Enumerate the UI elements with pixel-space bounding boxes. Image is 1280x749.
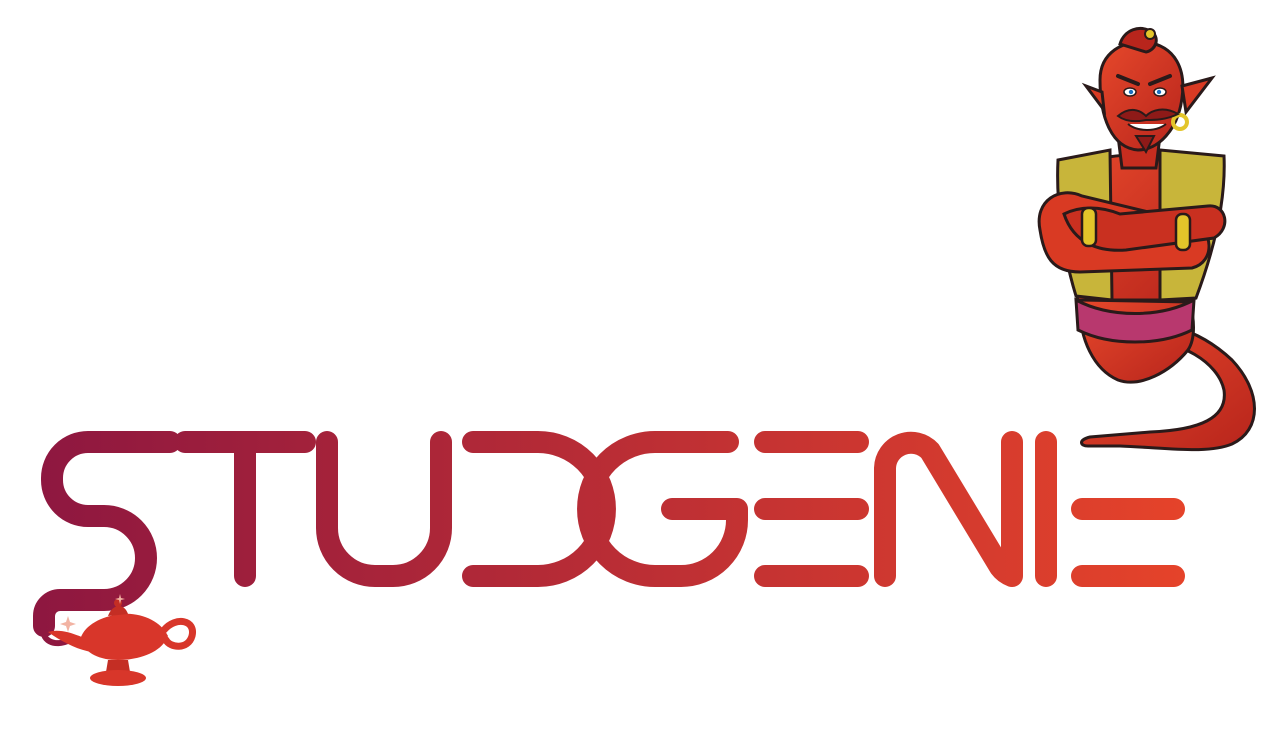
- letter-e2: [1071, 498, 1185, 587]
- letter-d: [462, 431, 616, 587]
- letter-u: [316, 431, 452, 587]
- letter-e1: [754, 431, 869, 587]
- letter-s: [33, 431, 181, 637]
- letter-g: [577, 431, 748, 587]
- magic-lamp-icon: [40, 594, 196, 686]
- genie-icon: [1037, 27, 1227, 384]
- letter-t: [174, 431, 316, 587]
- letter-n: [874, 431, 1023, 587]
